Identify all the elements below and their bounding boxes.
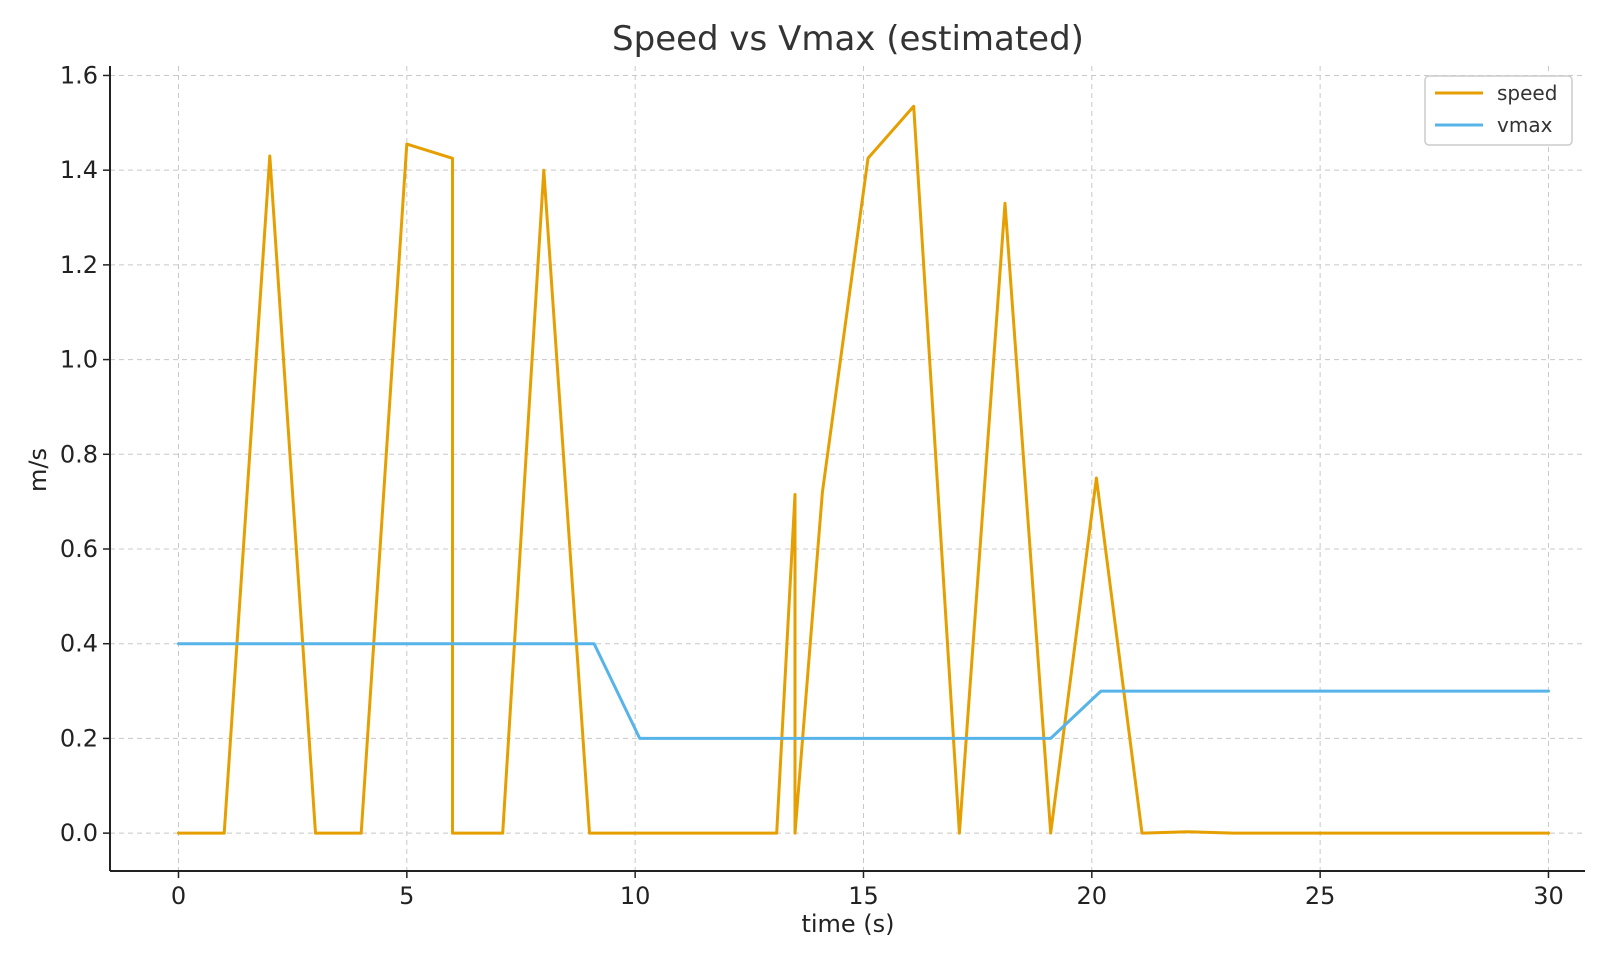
y-tick-label: 1.2 xyxy=(60,251,98,279)
x-tick-label: 20 xyxy=(1077,882,1108,910)
series-line-vmax xyxy=(177,642,1550,740)
x-tick-label: 10 xyxy=(620,882,651,910)
legend-label-vmax: vmax xyxy=(1497,113,1553,137)
y-tick-label: 1.4 xyxy=(60,156,98,184)
y-tick-label: 0.8 xyxy=(60,440,98,468)
x-tick-label: 15 xyxy=(848,882,879,910)
y-axis-label: m/s xyxy=(24,448,52,492)
y-tick-label: 0.0 xyxy=(60,819,98,847)
series-line-speed xyxy=(177,104,1550,835)
ticks: 0 5 10 15 20 25 30 0.0 0.2 0.4 0.6 0.8 1.0 1.2 1.4 1.6 xyxy=(60,61,1564,910)
chart-title: Speed vs Vmax (estimated) xyxy=(612,19,1084,59)
x-tick-label: 25 xyxy=(1305,882,1336,910)
axes xyxy=(109,66,1585,872)
y-tick-label: 0.4 xyxy=(60,630,98,658)
y-tick-label: 0.6 xyxy=(60,535,98,563)
x-tick-label: 5 xyxy=(399,882,414,910)
x-tick-label: 30 xyxy=(1533,882,1564,910)
legend-label-speed: speed xyxy=(1497,81,1557,105)
series-lines xyxy=(177,104,1550,835)
y-tick-label: 0.2 xyxy=(60,724,98,752)
legend: speed vmax xyxy=(1424,75,1573,146)
x-tick-label: 0 xyxy=(171,882,186,910)
y-tick-label: 1.0 xyxy=(60,346,98,374)
y-tick-label: 1.6 xyxy=(60,61,98,89)
x-axis-label: time (s) xyxy=(801,910,894,938)
grid xyxy=(110,66,1585,871)
